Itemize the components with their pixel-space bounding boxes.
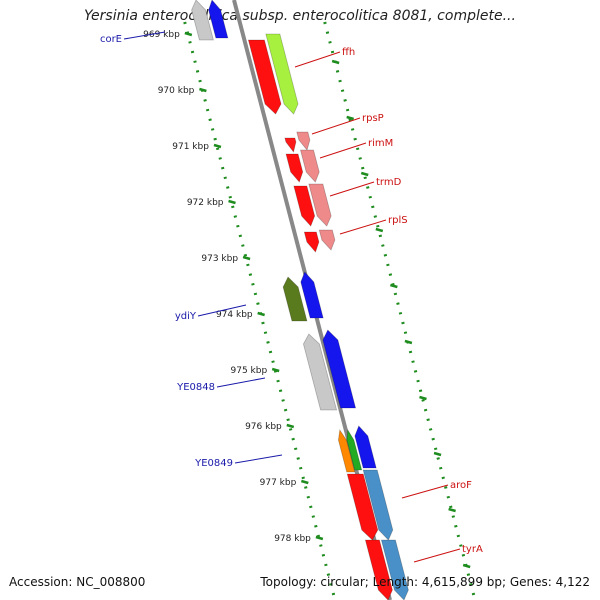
tick-label: 975 kbp [231, 366, 268, 376]
gene-label: trmD [376, 177, 402, 188]
tick-label: 977 kbp [260, 478, 297, 488]
label-track: corE ffh rpsP rimM trmD rplS ydiY YE0848 YE0849 a… [100, 31, 483, 563]
gene-label: YE0849 [194, 458, 233, 469]
gene-YE0849-orange [337, 428, 356, 473]
accession-label: Accession: NC_008800 [9, 575, 146, 589]
tick-mark [242, 255, 251, 261]
label-leader [123, 31, 166, 40]
gene-rplS [303, 231, 320, 253]
label-leader [294, 51, 341, 68]
gene-label: corE [100, 34, 122, 45]
gene-ydiY-companion [282, 276, 308, 322]
gene-label: ffh [342, 47, 355, 58]
map-title: Yersinia enterocolitica subsp. enterocol… [84, 8, 516, 24]
tick-mark [199, 87, 207, 93]
label-leader [216, 377, 266, 388]
label-leader [339, 219, 387, 235]
tick-mark [257, 311, 265, 317]
gene-ydiY [300, 271, 324, 319]
gene-rimM-companion [299, 149, 320, 183]
tick-mark-outer [404, 339, 413, 345]
tick-label: 978 kbp [274, 534, 311, 544]
tick-label: 972 kbp [187, 198, 224, 208]
label-leader [234, 454, 283, 464]
tick-label: 971 kbp [172, 142, 209, 152]
gene-tyrA [364, 539, 393, 600]
gene-label: YE0848 [176, 382, 215, 393]
tick-mark [228, 199, 236, 205]
gene-tyrA-companion [380, 539, 409, 600]
tick-mark-outer [346, 115, 355, 121]
label-leader [413, 548, 461, 563]
gene-rplS-companion [318, 229, 336, 251]
gene-corE [208, 0, 229, 39]
genome-stats: Topology: circular; Length: 4,615,899 bp… [260, 575, 590, 589]
tick-mark-outer [390, 283, 398, 289]
label-leader [329, 181, 375, 197]
tick-mark-outer [433, 451, 442, 457]
gene-label: rplS [388, 215, 408, 226]
label-leader [197, 304, 247, 317]
outer-ruler [323, 21, 477, 600]
feature-track [191, 0, 409, 600]
gene-rimM [285, 153, 304, 183]
gene-ffh-companion [265, 33, 299, 115]
tick-mark [184, 31, 193, 37]
tick-mark [300, 479, 309, 485]
tick-mark [315, 535, 324, 541]
gene-corE-gray [191, 0, 214, 41]
gene-rpsP [284, 137, 297, 153]
gene-aroF-companion [362, 469, 394, 541]
gene-YE0849 [354, 425, 377, 469]
gene-label: rpsP [362, 113, 384, 124]
gene-YE0848-gray [303, 333, 338, 411]
gene-label: ydiY [175, 311, 197, 322]
tick-mark-outer [462, 563, 471, 569]
tick-mark [286, 423, 295, 429]
gene-ffh [247, 39, 282, 115]
label-leader [311, 117, 361, 135]
label-leader [401, 484, 449, 499]
label-leader [319, 142, 367, 159]
gene-trmD-companion [308, 183, 332, 227]
tick-mark-outer [331, 59, 340, 65]
gene-label: tyrA [462, 544, 483, 555]
tick-track: 969 kbp 970 kbp 971 kbp 972 kbp 973 kbp 974 k… [143, 21, 477, 600]
gene-trmD [293, 185, 316, 227]
tick-mark-outer [419, 395, 427, 401]
tick-mark [213, 143, 222, 149]
tick-label: 974 kbp [216, 310, 253, 320]
tick-mark-outer [448, 507, 456, 513]
gene-YE0849-green [346, 428, 363, 471]
tick-mark-outer [360, 171, 369, 177]
tick-mark-outer [375, 227, 384, 233]
tick-label: 970 kbp [158, 86, 195, 96]
gene-aroF [346, 473, 379, 541]
gene-YE0848 [322, 329, 357, 409]
gene-rpsP-companion [296, 131, 311, 151]
tick-label: 973 kbp [201, 254, 238, 264]
gene-label: rimM [368, 138, 393, 149]
gene-label: aroF [450, 480, 472, 491]
tick-label: 976 kbp [245, 422, 282, 432]
tick-mark [271, 367, 280, 373]
tick-label: 969 kbp [143, 30, 180, 40]
